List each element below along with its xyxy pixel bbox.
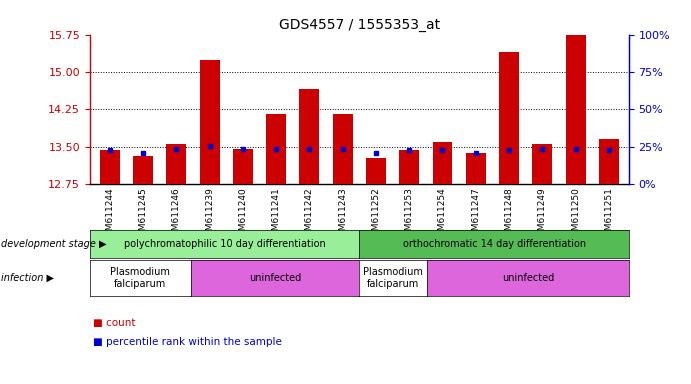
Bar <box>532 144 552 184</box>
Bar <box>200 60 220 184</box>
Bar <box>100 150 120 184</box>
Bar <box>266 114 286 184</box>
Text: Plasmodium
falciparum: Plasmodium falciparum <box>111 267 170 289</box>
Text: development stage ▶: development stage ▶ <box>1 239 107 249</box>
Text: orthochromatic 14 day differentiation: orthochromatic 14 day differentiation <box>402 239 586 249</box>
Bar <box>399 150 419 184</box>
Bar <box>466 153 486 184</box>
Text: Plasmodium
falciparum: Plasmodium falciparum <box>363 267 423 289</box>
Text: uninfected: uninfected <box>249 273 301 283</box>
Bar <box>299 89 319 184</box>
Title: GDS4557 / 1555353_at: GDS4557 / 1555353_at <box>278 18 440 32</box>
Bar <box>332 114 352 184</box>
Bar <box>599 139 619 184</box>
Bar <box>566 35 585 184</box>
Bar <box>133 156 153 184</box>
Text: infection ▶: infection ▶ <box>1 273 55 283</box>
Text: ■ percentile rank within the sample: ■ percentile rank within the sample <box>93 337 282 347</box>
Text: polychromatophilic 10 day differentiation: polychromatophilic 10 day differentiatio… <box>124 239 325 249</box>
Bar <box>499 52 519 184</box>
Text: uninfected: uninfected <box>502 273 554 283</box>
Bar <box>233 149 253 184</box>
Text: ■ count: ■ count <box>93 318 136 328</box>
Bar <box>366 158 386 184</box>
Bar <box>167 144 187 184</box>
Bar <box>433 142 453 184</box>
